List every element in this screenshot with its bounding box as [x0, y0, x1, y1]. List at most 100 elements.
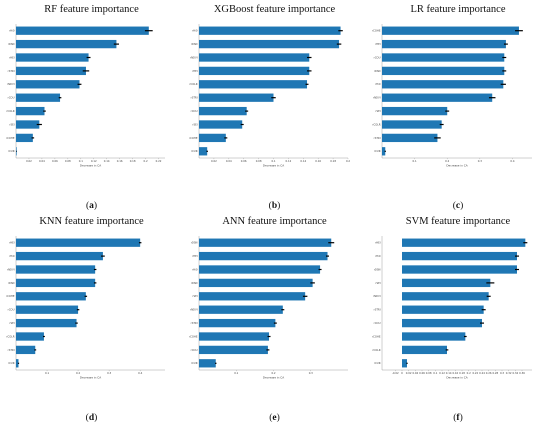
- x-tick-label: 0.2: [271, 371, 275, 375]
- x-tick-label: 0.1: [45, 371, 49, 375]
- bar: [16, 251, 103, 261]
- bar: [16, 93, 61, 102]
- y-tick-label: rCOU: [191, 348, 198, 352]
- bar: [16, 66, 86, 76]
- bar: [402, 332, 466, 341]
- x-tick-label: 0.18: [459, 371, 465, 375]
- subfigure-letter: f: [456, 413, 460, 423]
- bar: [382, 66, 505, 76]
- bar: [402, 278, 491, 288]
- x-tick-label: 0.04: [39, 159, 45, 163]
- x-tick-label: 0.3: [478, 159, 482, 163]
- bar: [199, 147, 208, 156]
- chart-title: XGBoost feature importance: [214, 4, 336, 15]
- y-tick-label: rCUR: [374, 361, 381, 365]
- x-tick-label: 0.02: [211, 159, 217, 163]
- subfigure-label: (a): [86, 200, 97, 211]
- x-tick-label: 0.2: [445, 159, 449, 163]
- bar: [199, 238, 332, 247]
- y-tick-label: rSEI: [192, 294, 197, 298]
- chart-panel-svm: SVM feature importance rHEI rHi0 rDSN rSEI rN…: [366, 212, 549, 424]
- bar: [382, 26, 519, 35]
- chart-panel-xgboost: XGBoost feature importance rHi0 rDSN rNDVI r…: [183, 0, 366, 212]
- x-tick-label: 0.04: [226, 159, 232, 163]
- chart-panel-knn: KNN feature importance rHEI rHi0 rNDVI rDSN r…: [0, 212, 183, 424]
- bar: [402, 292, 489, 301]
- x-tick-label: 0.14: [446, 371, 452, 375]
- bar: [382, 39, 506, 49]
- paren-open: (: [86, 200, 89, 211]
- y-tick-label: rHi0: [9, 254, 15, 258]
- y-tick-label: rHi0: [192, 29, 198, 33]
- y-tick-label: rCOU: [374, 55, 381, 59]
- y-tick-label: rNDVI: [190, 55, 198, 59]
- x-tick-label: 0.06: [52, 159, 58, 163]
- y-tick-label: rCOHE: [189, 136, 198, 140]
- x-tick-label: 0.36: [519, 371, 525, 375]
- y-tick-label: rCOHE: [189, 334, 198, 338]
- bar: [382, 93, 493, 102]
- bar: [199, 265, 321, 274]
- y-tick-label: rNDVI: [373, 96, 381, 100]
- bar: [199, 53, 310, 62]
- bar: [199, 106, 247, 116]
- x-tick-label: 0.18: [130, 159, 136, 163]
- bar: [382, 120, 442, 129]
- y-tick-label: rCUR: [8, 361, 15, 365]
- bar: [16, 359, 19, 368]
- bar: [16, 292, 86, 301]
- x-tick-label: 0.3: [309, 371, 313, 375]
- x-axis-label: Decrease in CA: [446, 164, 467, 168]
- bar: [199, 278, 313, 288]
- y-tick-label: rCUR: [191, 361, 198, 365]
- x-tick-label: 0.4: [510, 159, 514, 163]
- paren-close: ): [460, 200, 463, 211]
- y-tick-label: rCOLR: [189, 82, 197, 86]
- y-tick-label: rHi0: [9, 29, 15, 33]
- subfigure-letter: e: [272, 413, 276, 423]
- x-tick-label: 0.06: [419, 371, 425, 375]
- bar: [382, 133, 438, 143]
- y-tick-label: rDSN: [8, 281, 15, 285]
- chart-panel-rf: RF feature importance rHi0 rDSN rHEI rSTRI rN…: [0, 0, 183, 212]
- y-tick-label: rSTRI: [8, 348, 15, 352]
- subfigure-letter: d: [89, 413, 95, 423]
- y-tick-label: rHi0: [375, 82, 381, 86]
- subfigure-letter: b: [272, 201, 277, 211]
- x-tick-label: 0.3: [107, 371, 111, 375]
- x-tick-label: 0.06: [241, 159, 247, 163]
- y-tick-label: rDSN: [8, 42, 15, 46]
- bar: [402, 318, 482, 328]
- x-tick-label: 0.16: [315, 159, 321, 163]
- y-tick-label: rCOLR: [6, 109, 14, 113]
- subfigure-label: (f): [453, 412, 463, 423]
- bar: [199, 292, 306, 301]
- bar: [402, 251, 517, 261]
- x-tick-label: 0.24: [479, 371, 485, 375]
- x-tick-label: 0.02: [26, 159, 32, 163]
- chart-panel-lr: LR feature importance rCOHE rHEI rCOU rDSN rH…: [366, 0, 549, 212]
- paren-open: (: [269, 200, 272, 211]
- x-tick-label: 0.2: [76, 371, 80, 375]
- bar: [16, 332, 44, 341]
- y-tick-label: rSTRI: [8, 69, 15, 73]
- bar: [16, 53, 89, 62]
- y-tick-label: rSEI: [9, 321, 14, 325]
- y-tick-label: rCOU: [191, 109, 198, 113]
- x-tick-label: 0.08: [426, 371, 432, 375]
- x-tick-label: 0.4: [138, 371, 142, 375]
- chart-svg: LR feature importance rCOHE rHEI rCOU rDSN rH…: [372, 4, 532, 211]
- y-tick-label: rSEI: [375, 109, 380, 113]
- x-axis-label: Decrease in CA: [80, 376, 101, 380]
- subfigure-letter: c: [456, 201, 460, 211]
- bar: [199, 120, 243, 129]
- bar: [199, 359, 216, 368]
- y-tick-label: rNDVI: [373, 294, 381, 298]
- bar: [16, 80, 80, 89]
- x-tick-label: 0.32: [506, 371, 512, 375]
- y-tick-label: rCOU: [374, 321, 381, 325]
- bar: [402, 345, 447, 355]
- chart-svg: XGBoost feature importance rHi0 rDSN rNDVI r…: [189, 4, 350, 211]
- bar: [199, 39, 340, 49]
- y-tick-label: rHi0: [192, 267, 198, 271]
